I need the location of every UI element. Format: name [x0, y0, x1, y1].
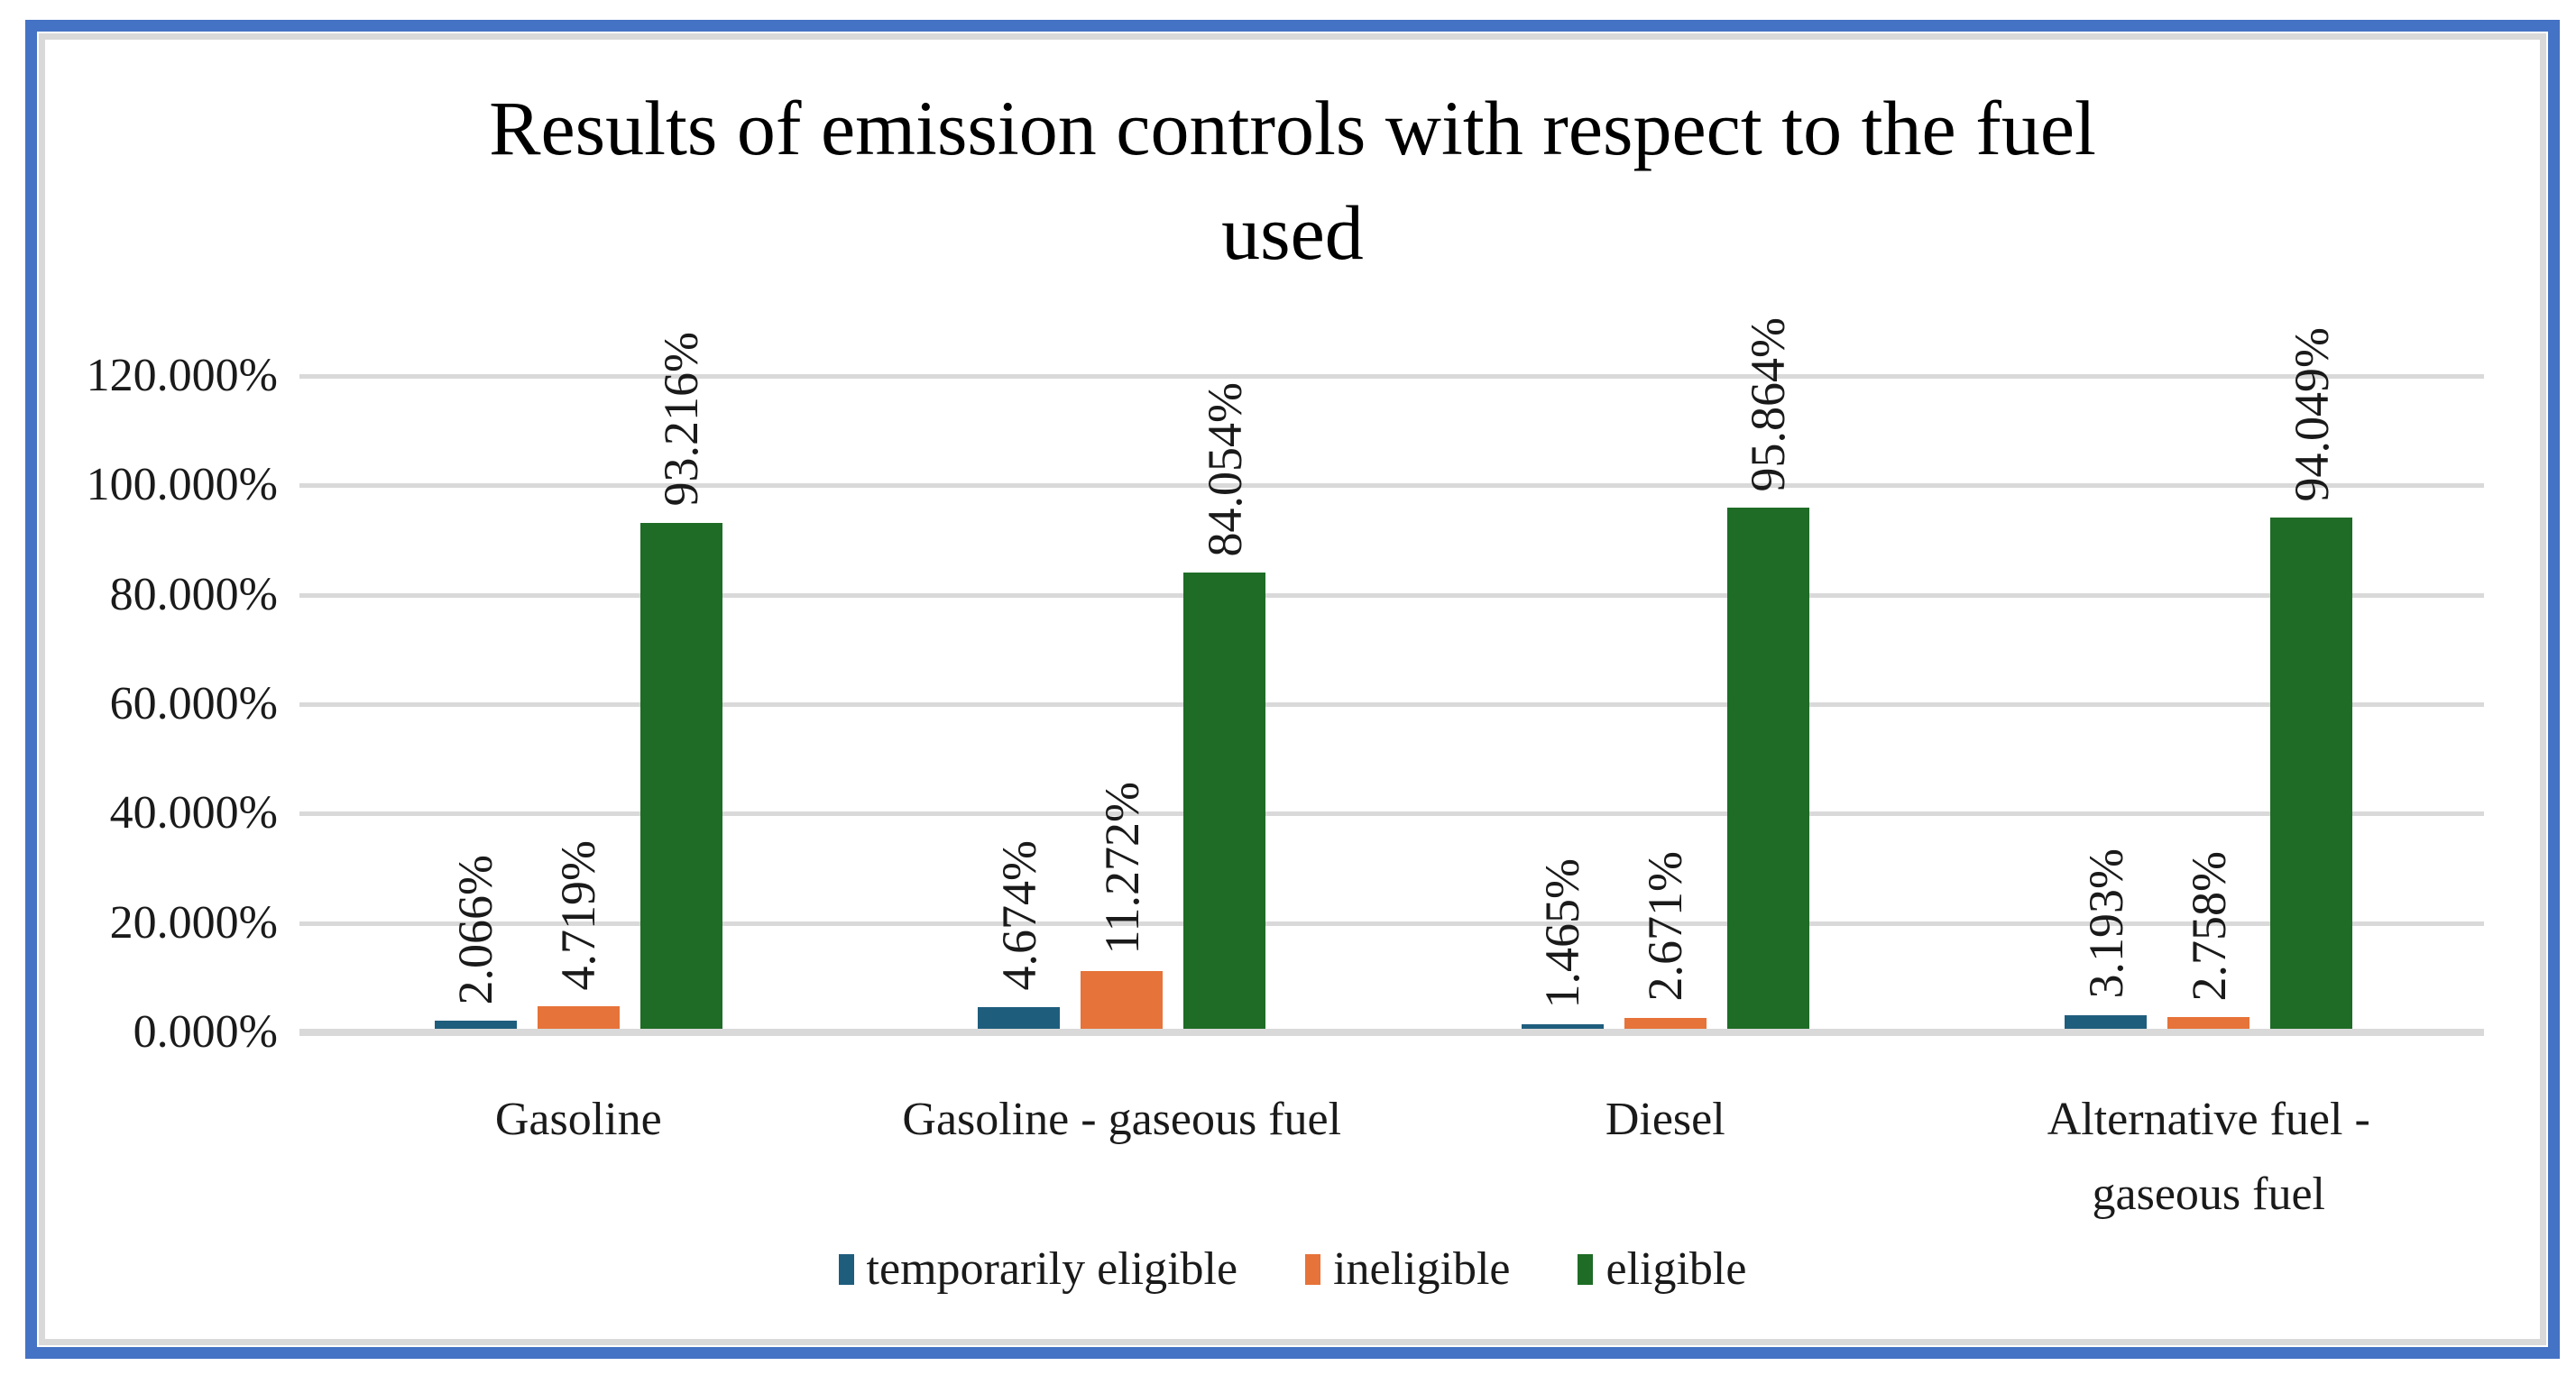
- legend-label: eligible: [1605, 1243, 1747, 1295]
- bar-value-label: 2.758%: [2181, 850, 2236, 1002]
- bar-cluster: 4.674% 11.272% 84.054%: [851, 376, 1394, 1032]
- gridline: [299, 702, 2484, 707]
- bar-group: 2.066% 4.719% 93.216%: [307, 332, 851, 1032]
- bar-temporarily-eligible: 4.674%: [978, 840, 1061, 1032]
- gridline: [299, 921, 2484, 926]
- legend-item-temporarily-eligible: temporarily eligible: [838, 1242, 1238, 1296]
- bar-cluster: 3.193% 2.758% 94.049%: [1937, 327, 2481, 1032]
- bar-value-label: 2.066%: [448, 854, 503, 1005]
- y-axis-tick-label: 40.000%: [109, 787, 278, 839]
- y-axis-tick-label: 60.000%: [109, 678, 278, 729]
- x-category-label: Diesel: [1605, 1094, 1725, 1145]
- figure-outer-border: Results of emission controls with respec…: [25, 20, 2560, 1359]
- x-axis-line: [299, 1029, 2484, 1036]
- y-axis-tick-label: 0.000%: [133, 1006, 278, 1058]
- bar-eligible: 94.049%: [2270, 327, 2353, 1032]
- bar-temporarily-eligible: 1.465%: [1521, 858, 1604, 1032]
- bar-value-label: 93.216%: [654, 332, 709, 507]
- gridline: [299, 592, 2484, 598]
- x-category-label: Gasoline: [494, 1094, 662, 1145]
- bar-group: 1.465% 2.671% 95.864%: [1394, 317, 1937, 1032]
- bar-value-label: 4.719%: [551, 839, 606, 991]
- y-axis-tick-label: 120.000%: [86, 350, 278, 401]
- bar-temporarily-eligible: 3.193%: [2065, 848, 2148, 1032]
- bar-value-label: 4.674%: [991, 840, 1046, 991]
- bar-cluster: 2.066% 4.719% 93.216%: [307, 332, 851, 1032]
- plot-area: 2.066% 4.719% 93.216% 4.674% 11.272% 84.054% 1…: [299, 317, 2484, 1036]
- bar-value-label: 95.864%: [1741, 316, 1796, 492]
- x-category-label: Gasoline - gaseous fuel: [902, 1094, 1342, 1145]
- bar-groups: 2.066% 4.719% 93.216% 4.674% 11.272% 84.054% 1…: [307, 317, 2481, 1032]
- bar-cluster: 1.465% 2.671% 95.864%: [1394, 317, 1937, 1032]
- chart-title-line1: Results of emission controls with respec…: [489, 85, 2096, 171]
- gridline: [299, 374, 2484, 379]
- gridline: [299, 811, 2484, 817]
- chart-area-border: Results of emission controls with respec…: [39, 33, 2546, 1345]
- bar-value-label: 94.049%: [2284, 326, 2339, 502]
- bar-eligible: 95.864%: [1726, 317, 1809, 1032]
- bar-group: 4.674% 11.272% 84.054%: [851, 376, 1394, 1032]
- legend-item-ineligible: ineligible: [1305, 1242, 1510, 1296]
- y-axis-tick-label: 20.000%: [109, 896, 278, 949]
- legend-swatch: [1578, 1253, 1594, 1285]
- emissions-bar-chart: Results of emission controls with respec…: [45, 40, 2540, 1339]
- bar-ineligible: 4.719%: [537, 840, 620, 1032]
- legend-item-eligible: eligible: [1578, 1242, 1746, 1296]
- bar-value-label: 2.671%: [1638, 851, 1693, 1002]
- legend-swatch: [1305, 1253, 1321, 1285]
- chart-title-line2: used: [1221, 189, 1364, 276]
- bar-value-label: 3.193%: [2078, 848, 2133, 999]
- legend: temporarily eligible ineligible eligible: [45, 1242, 2540, 1296]
- bar-group: 3.193% 2.758% 94.049%: [1937, 327, 2481, 1032]
- x-category-label: Alternative fuel - gaseous fuel: [2047, 1094, 2370, 1221]
- legend-swatch: [838, 1253, 854, 1285]
- bar-ineligible: 11.272%: [1081, 782, 1164, 1032]
- y-axis-tick-label: 80.000%: [109, 568, 278, 620]
- bar-ineligible: 2.758%: [2167, 851, 2250, 1032]
- gridline: [299, 483, 2484, 489]
- bar-eligible: 93.216%: [639, 332, 722, 1032]
- legend-label: ineligible: [1333, 1243, 1511, 1295]
- y-axis-tick-label: 100.000%: [86, 459, 278, 511]
- legend-label: temporarily eligible: [866, 1243, 1238, 1295]
- bar-value-label: 1.465%: [1535, 857, 1590, 1009]
- bar-eligible: 84.054%: [1183, 382, 1266, 1032]
- bar-ineligible: 2.671%: [1624, 851, 1707, 1032]
- chart-title: Results of emission controls with respec…: [45, 76, 2540, 285]
- bar-value-label: 84.054%: [1197, 381, 1252, 557]
- x-axis-category-labels: Gasoline Gasoline - gaseous fuel Diesel Alt…: [307, 1082, 2480, 1232]
- y-axis: 120.000% 100.000% 80.000% 60.000% 40.000% 20.…: [45, 351, 278, 1058]
- bar-value-label: 11.272%: [1094, 782, 1149, 955]
